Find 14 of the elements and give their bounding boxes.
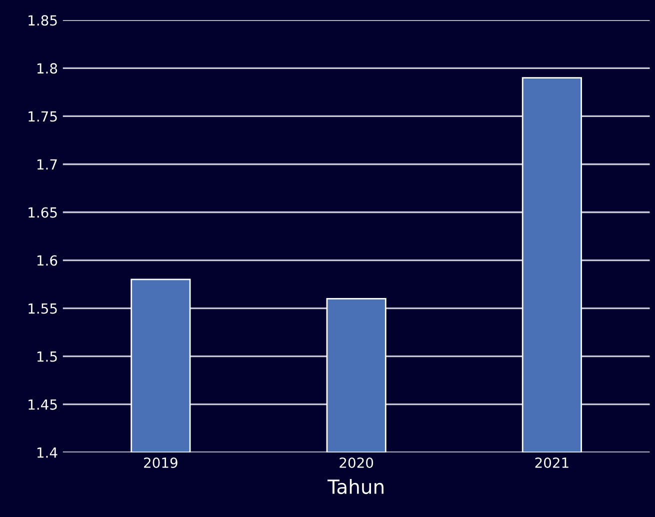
y-tick-label: 1.8 [37, 63, 58, 74]
y-tick-label: 1.6 [37, 255, 58, 266]
y-tick-label: 1.55 [28, 303, 57, 314]
x-tick-label: 2019 [144, 457, 178, 468]
y-tick-label: 1.4 [37, 448, 58, 458]
y-tick-label: 1.45 [28, 400, 57, 410]
y-tick-label: 1.65 [28, 207, 57, 218]
y-tick-label: 1.75 [28, 111, 57, 122]
x-tick-label: 2020 [340, 457, 374, 468]
x-axis-title: Tahun [327, 479, 384, 494]
y-tick-label: 1.7 [37, 159, 57, 170]
y-tick-label: 1.5 [37, 351, 57, 362]
y-tick-label: 1.85 [28, 15, 57, 26]
x-tick-label: 2021 [535, 457, 568, 468]
